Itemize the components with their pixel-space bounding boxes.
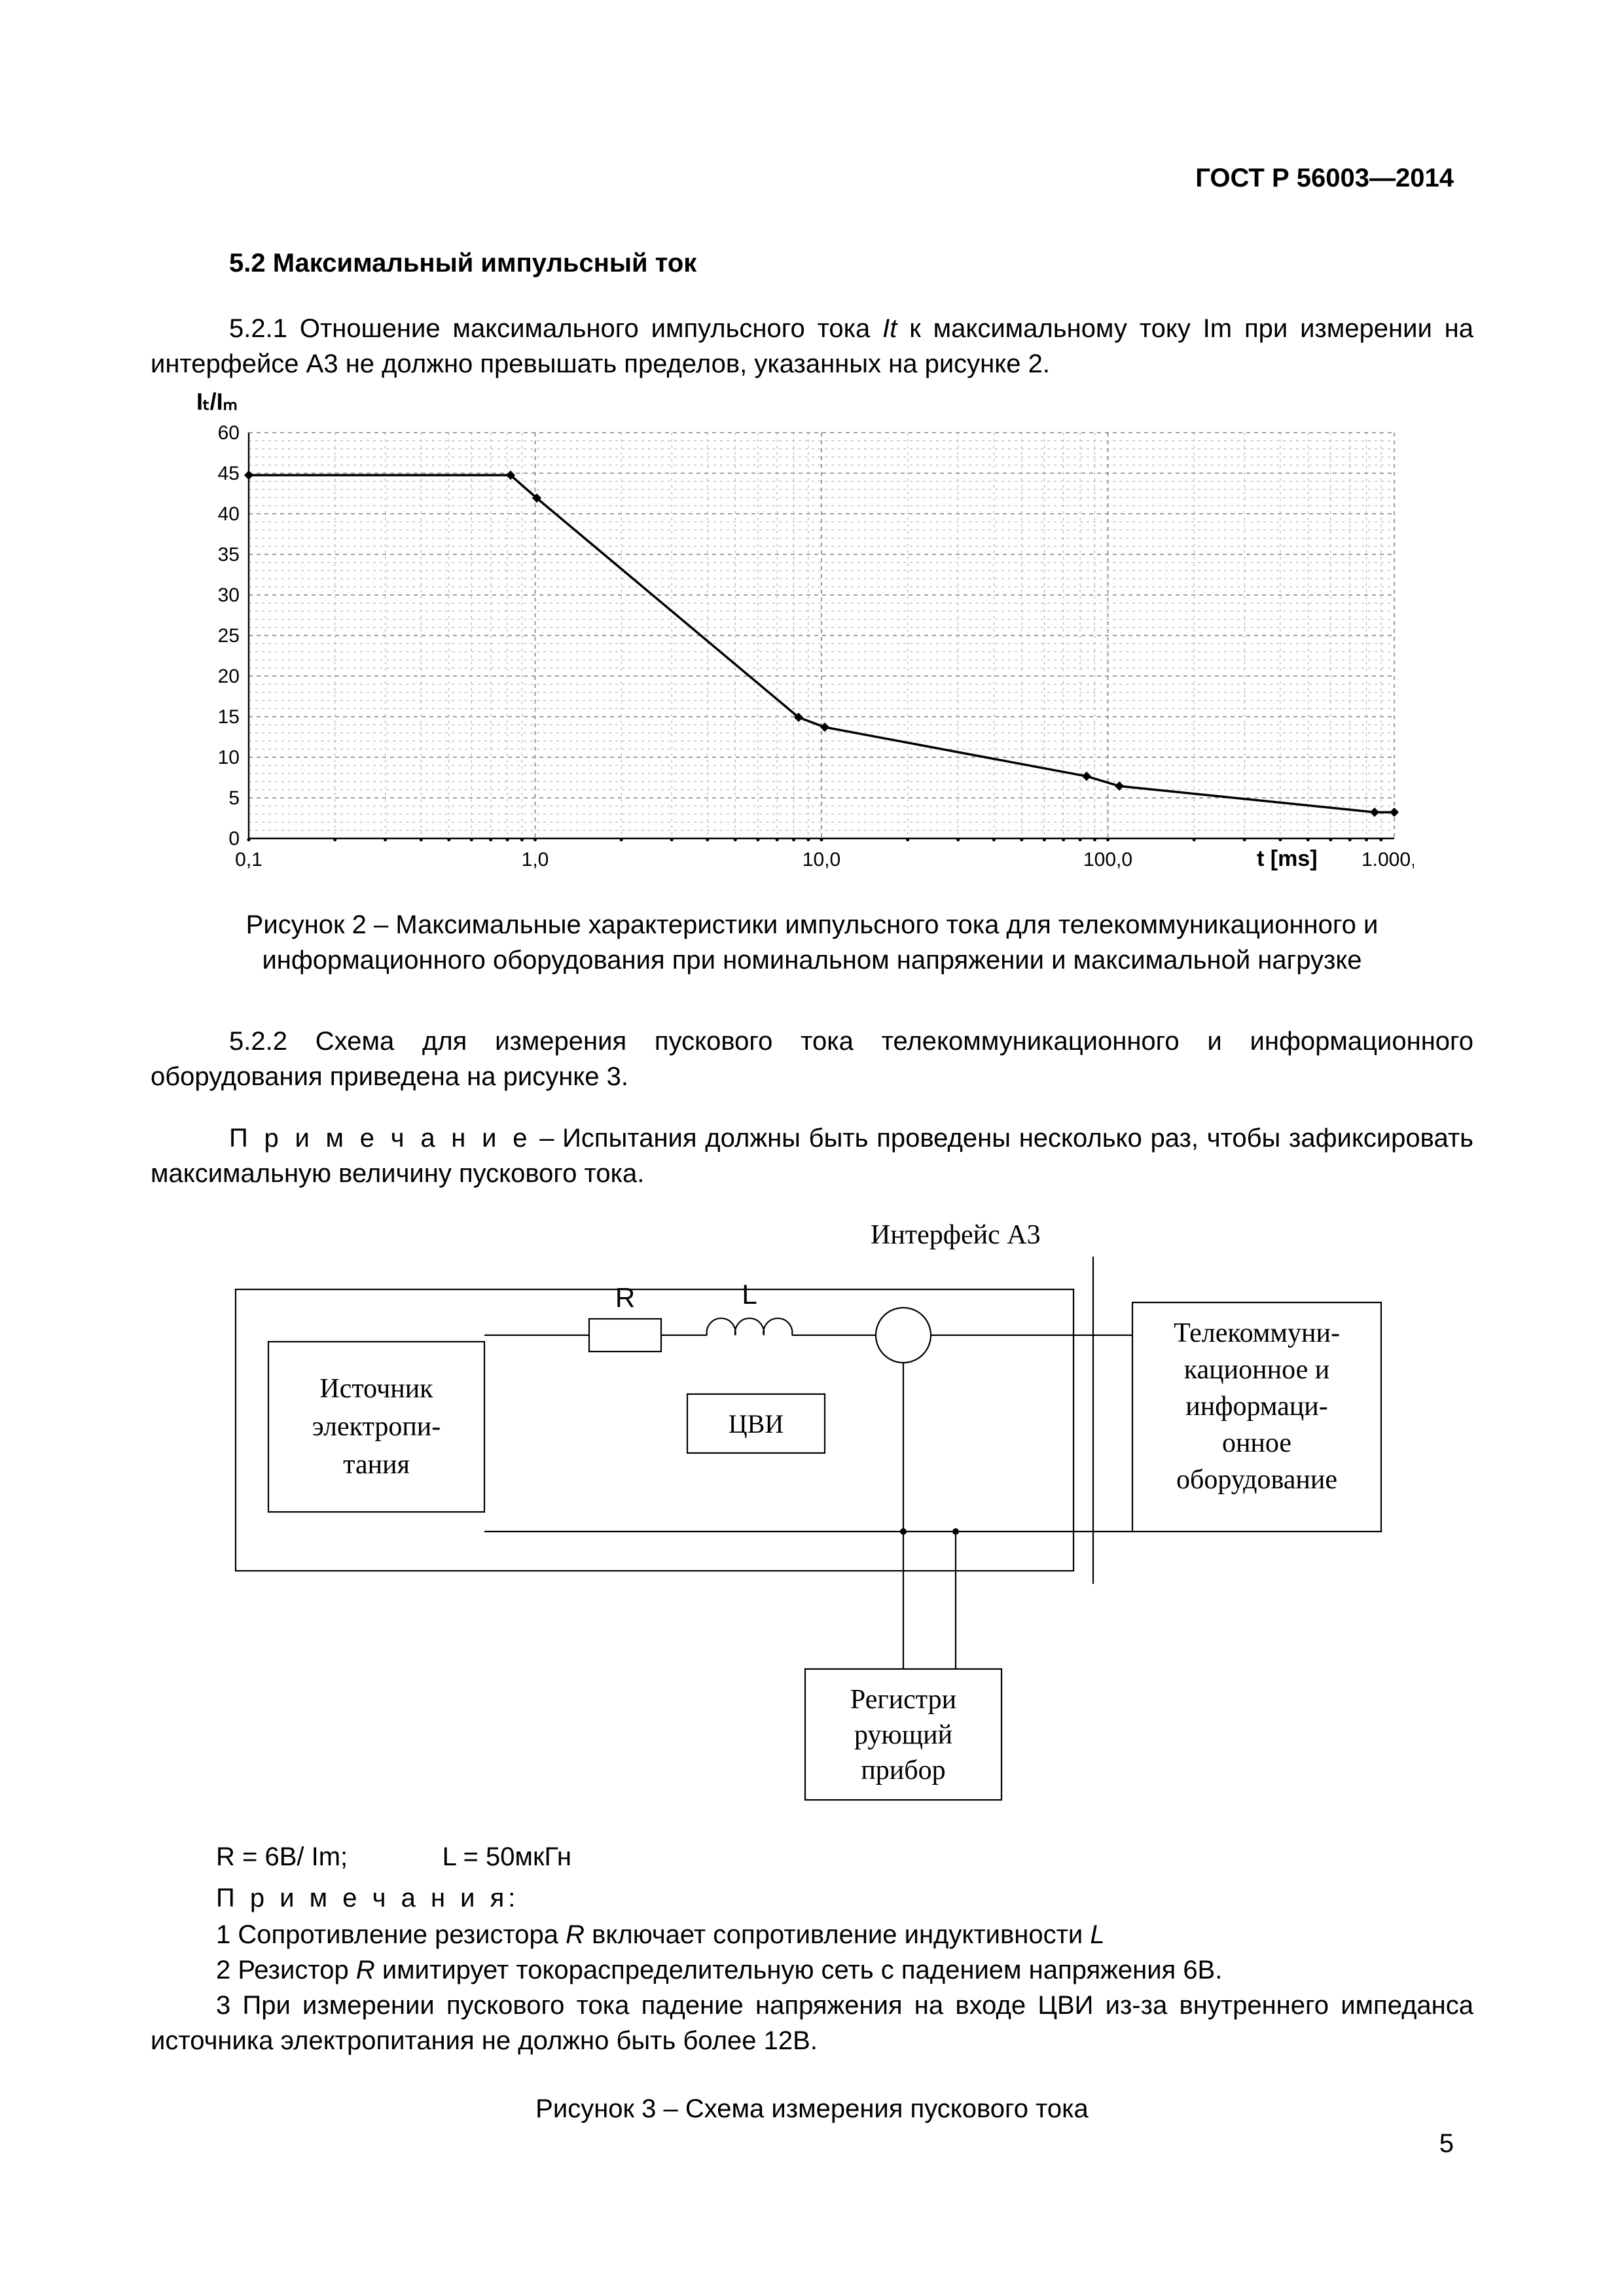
svg-text:Интерфейс А3: Интерфейс А3 (871, 1220, 1041, 1250)
param-L: L = 50мкГн (442, 1842, 571, 1871)
svg-text:10,0: 10,0 (803, 849, 840, 870)
svg-text:15: 15 (218, 706, 240, 728)
paragraph-5-2-1: 5.2.1 Отношение максимального импульсног… (151, 311, 1473, 382)
svg-text:Регистри: Регистри (850, 1685, 956, 1715)
note2-b: имитирует токораспределительную сеть с п… (375, 1956, 1223, 1984)
svg-text:тания: тания (343, 1450, 410, 1480)
svg-text:40: 40 (218, 503, 240, 525)
svg-text:1.000,0: 1.000,0 (1362, 849, 1414, 870)
figure-3-caption: Рисунок 3 – Схема измерения пускового то… (229, 2091, 1395, 2126)
param-R: R = 6В/ Im; (216, 1842, 348, 1871)
p521-it: It (882, 314, 897, 343)
svg-text:L: L (742, 1279, 757, 1310)
note2-a: 2 Резистор (216, 1956, 356, 1984)
svg-text:35: 35 (218, 544, 240, 565)
svg-text:60: 60 (218, 422, 240, 444)
svg-text:5: 5 (228, 787, 240, 809)
section-heading-5-2: 5.2 Максимальный импульсный ток (229, 249, 1473, 278)
svg-text:Источник: Источник (319, 1374, 433, 1404)
svg-text:20: 20 (218, 666, 240, 687)
paragraph-5-2-2: 5.2.2 Схема для измерения пускового тока… (151, 1024, 1473, 1094)
figure-2-caption: Рисунок 2 – Максимальные характеристики … (229, 907, 1395, 978)
parameters-line: R = 6В/ Im; L = 50мкГн (216, 1842, 1473, 1872)
svg-text:10: 10 (218, 747, 240, 768)
notes-heading: П р и м е ч а н и я: (216, 1884, 1473, 1913)
svg-text:45: 45 (218, 463, 240, 484)
svg-text:100,0: 100,0 (1083, 849, 1132, 870)
svg-text:онное: онное (1222, 1428, 1291, 1458)
note-label: П р и м е ч а н и е (229, 1124, 531, 1153)
p521-prefix: 5.2.1 Отношение максимального импульсног… (229, 314, 882, 343)
svg-text:R: R (615, 1282, 635, 1313)
figure-3-diagram: Интерфейс А3 Источник электропи-тания Телек… (190, 1217, 1473, 1823)
document-id: ГОСТ Р 56003—2014 (1195, 164, 1454, 193)
note2-R: R (356, 1956, 375, 1984)
note1-L: L (1090, 1920, 1104, 1949)
note-2: 2 Резистор R имитирует токораспределител… (151, 1952, 1473, 1988)
note1-R: R (566, 1920, 585, 1949)
svg-text:оборудование: оборудование (1176, 1465, 1337, 1495)
svg-text:кационное и: кационное и (1184, 1355, 1329, 1385)
note-3: 3 При измерении пускового тока падение н… (151, 1988, 1473, 2058)
note-1: 1 Сопротивление резистора R включает соп… (151, 1917, 1473, 1952)
note-after-522: П р и м е ч а н и е – Испытания должны б… (151, 1121, 1473, 1191)
note1-b: включает сопротивление индуктивности (585, 1920, 1090, 1949)
svg-text:25: 25 (218, 625, 240, 647)
page-number: 5 (1439, 2129, 1454, 2159)
svg-text:ЦВИ: ЦВИ (729, 1409, 784, 1439)
note1-a: 1 Сопротивление резистора (216, 1920, 566, 1949)
svg-text:1,0: 1,0 (522, 849, 549, 870)
svg-text:информаци-: информаци- (1185, 1391, 1327, 1422)
svg-text:рующий: рующий (854, 1720, 952, 1750)
svg-text:30: 30 (218, 584, 240, 606)
svg-text:электропи-: электропи- (312, 1412, 441, 1442)
svg-text:прибор: прибор (861, 1755, 945, 1785)
svg-text:Телекоммуни-: Телекоммуни- (1174, 1318, 1340, 1348)
svg-text:0,1: 0,1 (235, 849, 262, 870)
figure-2-chart: 0 5 10 15 20 25 30 35 40 45 60 0,1 1,0 10,0 100,0 1.000… (190, 420, 1473, 881)
svg-text:t [ms]: t [ms] (1257, 846, 1318, 871)
chart-y-axis-label: Iₜ/Iₘ (196, 388, 1473, 416)
svg-text:0: 0 (228, 828, 240, 850)
